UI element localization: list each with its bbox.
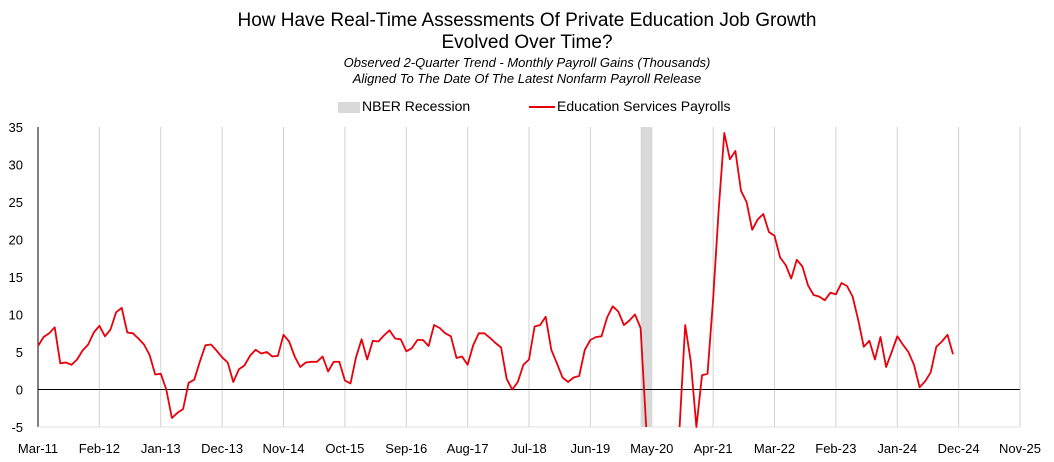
y-tick-label: 30 — [9, 158, 23, 173]
series-lines — [37, 132, 954, 428]
legend-item-series: Education Services Payrolls — [529, 96, 731, 116]
y-tick-labels: -5 0 5 10 15 20 25 30 35 — [9, 120, 23, 435]
legend-swatch-series — [529, 106, 555, 109]
legend-label-series: Education Services Payrolls — [557, 98, 731, 114]
x-tick-label: Oct-15 — [325, 441, 364, 456]
legend-item-recession: NBER Recession — [338, 96, 470, 116]
x-tick-label: Aug-17 — [447, 441, 489, 456]
x-tick-label: Nov-25 — [999, 441, 1041, 456]
x-tick-label: May-20 — [630, 441, 673, 456]
recession-shading — [640, 127, 652, 427]
chart-legend: NBER Recession Education Services Payrol… — [0, 96, 1054, 116]
x-tick-labels: Mar-11 Feb-12 Jan-13 Dec-13 Nov-14 Oct-15 Sep-… — [18, 441, 1041, 456]
x-tick-label: Sep-16 — [385, 441, 427, 456]
x-tick-label: Jun-19 — [571, 441, 611, 456]
y-tick-label: 10 — [9, 308, 23, 323]
chart-title: How Have Real-Time Assessments Of Privat… — [0, 10, 1054, 54]
x-tick-label: Mar-11 — [18, 441, 58, 456]
x-tick-label: Jul-18 — [511, 441, 546, 456]
chart-title-line-1: How Have Real-Time Assessments Of Privat… — [237, 10, 817, 31]
y-tick-label: 25 — [9, 195, 23, 210]
x-tick-label: Feb-12 — [79, 441, 120, 456]
x-tick-label: Apr-21 — [694, 441, 733, 456]
x-tick-label: Jan-24 — [877, 441, 917, 456]
chart-title-line-2: Evolved Over Time? — [441, 32, 613, 53]
y-tick-label: -5 — [11, 420, 23, 435]
y-tick-label: 5 — [16, 345, 23, 360]
chart-subtitle-line-1: Observed 2-Quarter Trend - Monthly Payro… — [343, 55, 711, 70]
x-tick-label: Feb-23 — [815, 441, 856, 456]
legend-swatch-recession — [338, 101, 360, 113]
y-tick-label: 0 — [16, 383, 23, 398]
y-tick-label: 20 — [9, 233, 23, 248]
chart-axes — [37, 127, 1020, 428]
legend-label-recession: NBER Recession — [362, 98, 471, 114]
series-line — [37, 132, 954, 428]
vertical-gridlines — [98, 127, 1021, 427]
x-tick-label: Nov-14 — [263, 441, 305, 456]
x-tick-label: Dec-24 — [938, 441, 980, 456]
recession-band — [640, 127, 652, 427]
y-tick-label: 15 — [9, 270, 23, 285]
y-tick-label: 35 — [9, 120, 23, 135]
x-tick-label: Jan-13 — [141, 441, 181, 456]
chart-subtitle: Observed 2-Quarter Trend - Monthly Payro… — [0, 55, 1054, 87]
chart-subtitle-line-2: Aligned To The Date Of The Latest Nonfar… — [352, 71, 702, 86]
x-tick-label: Dec-13 — [201, 441, 243, 456]
x-tick-label: Mar-22 — [754, 441, 795, 456]
